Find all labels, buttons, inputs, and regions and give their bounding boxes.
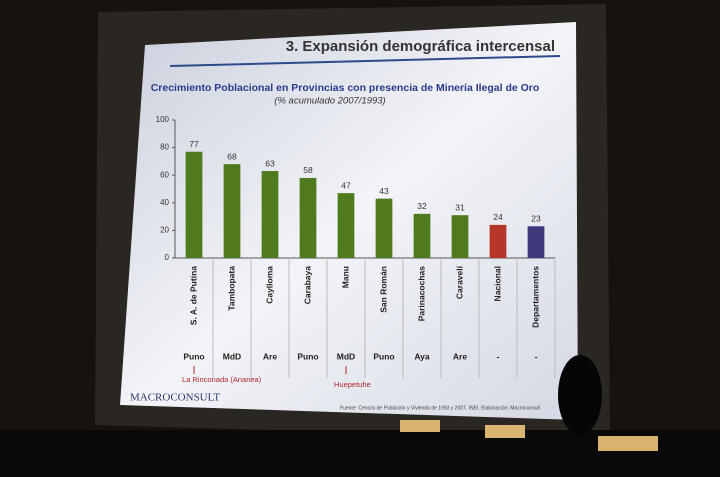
bar <box>489 224 507 258</box>
value-label: 43 <box>379 186 389 196</box>
person-silhouette <box>558 355 602 435</box>
x-tick-label: Parinacochas <box>416 266 426 322</box>
x-tick-label: Departamentos <box>530 266 540 328</box>
y-tick-label: 100 <box>156 115 170 124</box>
bar <box>527 226 545 258</box>
region-label: Puno <box>297 351 318 361</box>
value-label: 77 <box>189 139 199 149</box>
region-label: - <box>535 351 538 361</box>
bar <box>413 213 431 258</box>
region-label: Are <box>453 351 467 361</box>
value-label: 63 <box>265 158 275 168</box>
slide-title: 3. Expansión demográfica intercensal <box>286 38 555 55</box>
region-label: - <box>497 351 500 361</box>
bar <box>299 177 317 258</box>
annotation: Huepetuhe <box>334 380 371 389</box>
y-tick-label: 20 <box>160 226 169 235</box>
x-tick-label: Manu <box>340 266 350 288</box>
region-label: Are <box>263 351 277 361</box>
x-tick-label: Tambopata <box>226 266 236 311</box>
value-label: 32 <box>417 201 427 211</box>
value-label: 31 <box>455 202 465 212</box>
bar <box>375 198 393 258</box>
name-plate <box>485 425 525 438</box>
y-tick-label: 0 <box>165 253 170 262</box>
y-tick-label: 40 <box>160 198 169 207</box>
value-label: 47 <box>341 180 351 190</box>
bar <box>223 164 241 258</box>
value-label: 24 <box>493 212 503 222</box>
logo: MACROCONSULT <box>130 392 220 404</box>
title-rule <box>169 55 561 67</box>
value-label: 23 <box>531 214 541 224</box>
chart-subtitle: (% acumulado 2007/1993) <box>274 96 385 107</box>
source: Fuente: Censos de Población y Vivienda d… <box>340 405 541 411</box>
chart-title: Crecimiento Poblacional en Provincias co… <box>151 82 540 94</box>
bar <box>451 215 469 258</box>
y-tick-label: 60 <box>160 170 169 179</box>
x-tick-label: Caylloma <box>264 266 274 304</box>
annotation: La Rinconada (Ananea) <box>182 375 262 384</box>
bar <box>261 171 279 258</box>
x-tick-label: San Román <box>378 266 388 313</box>
x-tick-label: S. A. de Putina <box>188 266 198 325</box>
region-label: Puno <box>373 351 394 361</box>
bar <box>337 193 355 258</box>
value-label: 58 <box>303 165 313 175</box>
name-plate <box>400 420 440 432</box>
value-label: 68 <box>227 151 237 161</box>
region-label: MdD <box>223 351 241 361</box>
bar <box>185 151 203 258</box>
region-label: Puno <box>183 351 204 361</box>
region-label: MdD <box>337 351 355 361</box>
region-label: Aya <box>414 351 430 361</box>
y-tick-label: 80 <box>160 143 169 152</box>
x-tick-label: Carabaya <box>302 266 312 305</box>
x-tick-label: Caravelí <box>454 265 464 299</box>
x-tick-label: Nacional <box>492 266 502 301</box>
name-plate <box>598 436 658 451</box>
